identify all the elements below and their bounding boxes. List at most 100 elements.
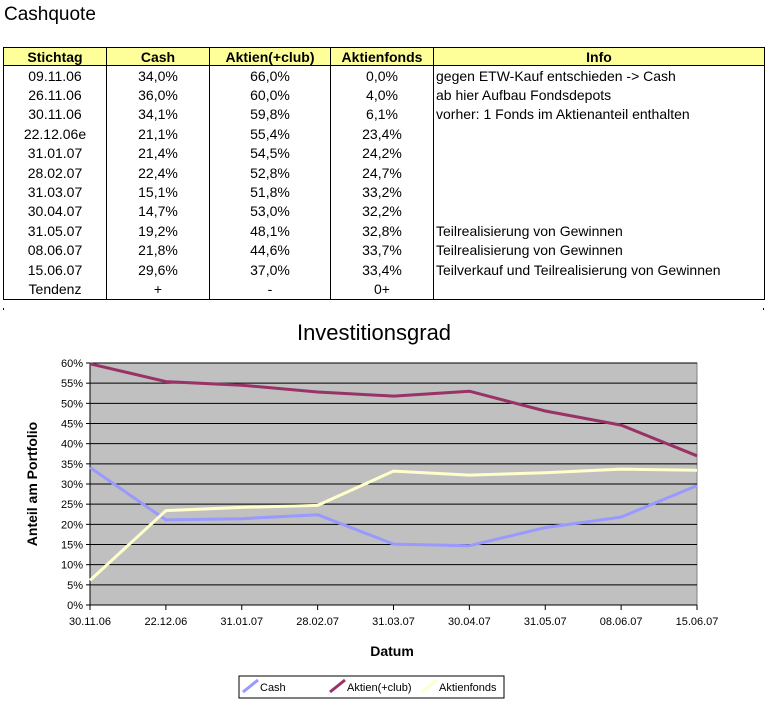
cell-aktien: 60,0% — [209, 85, 331, 105]
cell-aktienfonds: 6,1% — [330, 104, 434, 125]
table-row: 28.02.07 22,4% 52,8% 24,7% — [3, 162, 765, 183]
x-tick-label: 30.04.07 — [448, 616, 491, 628]
page-title: Cashquote — [4, 4, 96, 25]
y-tick-label: 35% — [61, 459, 83, 471]
chart-svg: Investitionsgrad 0% 5% 10% 15% 20% 25% 30% 35% 40… — [24, 320, 719, 699]
cell-stichtag: 09.11.06 — [3, 65, 107, 86]
cell-stichtag: 22.12.06e — [3, 124, 107, 144]
header-aktien: Aktien(+club) — [209, 47, 331, 66]
cell-cash: 21,4% — [106, 143, 210, 163]
header-cash: Cash — [106, 47, 210, 66]
cell-stichtag: 08.06.07 — [3, 240, 107, 260]
cell-aktienfonds: 32,2% — [330, 201, 434, 222]
cell-info: vorher: 1 Fonds im Aktienanteil enthalte… — [433, 104, 765, 125]
y-tick-label: 5% — [67, 580, 83, 592]
y-axis-label: Anteil am Portfolio — [24, 422, 40, 546]
table-row: 26.11.06 36,0% 60,0% 4,0% ab hier Aufbau Fon… — [3, 85, 765, 105]
legend-box — [238, 675, 505, 699]
y-tick-label: 0% — [67, 600, 83, 612]
series-line-0 — [89, 466, 698, 548]
x-tick-label: 28.02.07 — [296, 616, 339, 628]
cell-aktien: 54,5% — [209, 143, 331, 163]
y-tick-label: 45% — [61, 419, 83, 431]
y-tick-label: 15% — [61, 540, 83, 552]
cell-stichtag: 30.11.06 — [3, 104, 107, 125]
cell-stichtag: Tendenz — [3, 279, 107, 300]
cell-aktien: 52,8% — [209, 162, 331, 183]
cell-cash: 29,6% — [106, 259, 210, 280]
chart-title: Investitionsgrad — [297, 320, 451, 345]
legend-label-1: Aktien(+club) — [347, 682, 412, 694]
legend-swatch-0 — [242, 678, 259, 694]
cashquote-table: Stichtag Cash Aktien(+club) Aktienfonds … — [3, 47, 765, 300]
cell-cash: 34,1% — [106, 104, 210, 125]
table-row: 08.06.07 21,8% 44,6% 33,7% Teilrealisierung … — [3, 240, 765, 260]
cell-info — [433, 279, 765, 300]
table-row: 22.12.06e 21,1% 55,4% 23,4% — [3, 124, 765, 144]
cell-info: Teilrealisierung von Gewinnen — [433, 221, 765, 241]
cell-cash: 34,0% — [106, 65, 210, 86]
table-row: Tendenz + -0+ — [3, 279, 765, 300]
cell-cash: + — [106, 279, 210, 300]
table-row: 31.01.07 21,4% 54,5% 24,2% — [3, 143, 765, 163]
x-tick-label: 22.12.06 — [144, 616, 187, 628]
cell-aktien: 37,0% — [209, 259, 331, 280]
table-row: 09.11.06 34,0% 66,0% 0,0% gegen ETW-Kauf ent… — [3, 65, 765, 86]
cell-info — [433, 201, 765, 222]
legend-label-2: Aktienfonds — [439, 682, 497, 694]
x-tick-label: 15.06.07 — [676, 616, 719, 628]
cell-cash: 21,8% — [106, 240, 210, 260]
cell-stichtag: 31.05.07 — [3, 221, 107, 241]
table-row: 15.06.07 29,6% 37,0% 33,4% Teilverkauf und T… — [3, 259, 765, 280]
cell-info: Teilrealisierung von Gewinnen — [433, 240, 765, 260]
y-tick-label: 55% — [61, 378, 83, 390]
y-tick-label: 10% — [61, 560, 83, 572]
x-tick-label: 31.05.07 — [524, 616, 567, 628]
cell-cash: 14,7% — [106, 201, 210, 222]
legend-swatch-1 — [329, 678, 346, 694]
x-tick-label: 30.11.06 — [69, 616, 111, 628]
header-aktienfonds: Aktienfonds — [330, 47, 434, 66]
cell-info — [433, 124, 765, 144]
cell-aktienfonds: 33,7% — [330, 240, 434, 260]
legend-swatch-2 — [421, 678, 438, 694]
y-tick-label: 20% — [61, 519, 83, 531]
cell-aktienfonds: 24,7% — [330, 162, 434, 183]
cell-cash: 15,1% — [106, 182, 210, 202]
cell-cash: 22,4% — [106, 162, 210, 183]
cell-info: ab hier Aufbau Fondsdepots — [433, 85, 765, 105]
y-tick-label: 30% — [61, 479, 83, 491]
header-stichtag: Stichtag — [3, 47, 107, 66]
series-line-2 — [88, 467, 698, 582]
cell-cash: 21,1% — [106, 124, 210, 144]
table-row: 31.05.07 19,2% 48,1% 32,8% Teilrealisierung … — [3, 221, 765, 241]
x-tick-label: 08.06.07 — [600, 616, 643, 628]
cell-aktien: 53,0% — [209, 201, 331, 222]
x-tick-label: 31.01.07 — [220, 616, 263, 628]
cell-stichtag: 30.04.07 — [3, 201, 107, 222]
cell-aktienfonds: 24,2% — [330, 143, 434, 163]
cell-info — [433, 182, 765, 202]
cell-aktien: 66,0% — [209, 65, 331, 86]
y-tick-label: 50% — [61, 398, 83, 410]
cell-info — [433, 143, 765, 163]
cell-aktien: 51,8% — [209, 182, 331, 202]
cell-stichtag: 26.11.06 — [3, 85, 107, 105]
cell-stichtag: 31.01.07 — [3, 143, 107, 163]
y-tick-label: 40% — [61, 439, 83, 451]
cell-info: Teilverkauf und Teilrealisierung von Gew… — [433, 259, 765, 280]
cell-aktienfonds: 32,8% — [330, 221, 434, 241]
cell-info: gegen ETW-Kauf entschieden -> Cash — [433, 65, 765, 86]
cell-aktien: 44,6% — [209, 240, 331, 260]
cell-aktienfonds: 23,4% — [330, 124, 434, 144]
cell-aktienfonds: 33,2% — [330, 182, 434, 202]
table-header-row: Stichtag Cash Aktien(+club) Aktienfonds … — [3, 47, 765, 66]
table-row: 31.03.07 15,1% 51,8% 33,2% — [3, 182, 765, 202]
cell-aktienfonds: 33,4% — [330, 259, 434, 280]
cell-aktien: 55,4% — [209, 124, 331, 144]
cell-info — [433, 162, 765, 183]
header-info: Info — [433, 47, 765, 66]
table-row: 30.11.06 34,1% 59,8% 6,1% vorher: 1 Fonds im… — [3, 104, 765, 125]
cell-stichtag: 31.03.07 — [3, 182, 107, 202]
series-line-1 — [89, 362, 698, 458]
